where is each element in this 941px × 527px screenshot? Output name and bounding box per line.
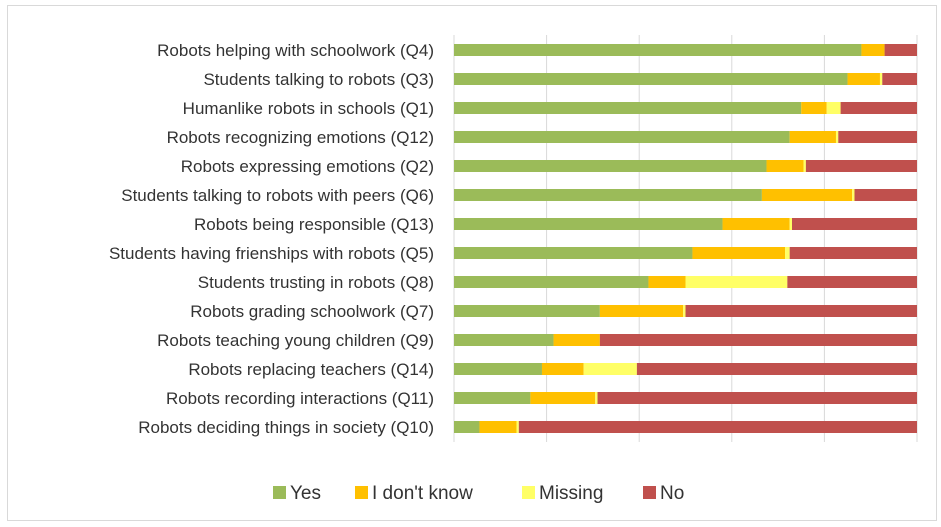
bar-segment-i-don-t-know (530, 392, 596, 404)
legend-swatch (643, 486, 656, 499)
bar-segment-no (854, 189, 917, 201)
legend-swatch (273, 486, 286, 499)
bar-segment-yes (454, 421, 480, 433)
bar-segment-i-don-t-know (722, 218, 790, 230)
bar-segment-i-don-t-know (599, 305, 684, 317)
bar-segment-no (787, 276, 917, 288)
category-label: Robots helping with schoolwork (Q4) (157, 41, 434, 60)
bar-segment-missing (826, 102, 841, 114)
bar-segment-no (882, 73, 917, 85)
category-label: Robots being responsible (Q13) (194, 215, 434, 234)
bar-segment-no (805, 160, 917, 172)
category-label: Humanlike robots in schools (Q1) (183, 99, 434, 118)
category-label: Students having frienships with robots (… (109, 244, 434, 263)
bar-segment-i-don-t-know (648, 276, 686, 288)
bar-segment-no (791, 218, 917, 230)
category-label: Robots teaching young children (Q9) (157, 331, 434, 350)
bar-segment-missing (683, 305, 686, 317)
bar-segment-yes (454, 247, 693, 259)
bar-segment-yes (454, 73, 848, 85)
bar-segment-missing (685, 276, 788, 288)
bar-segment-yes (454, 160, 767, 172)
category-label: Students trusting in robots (Q8) (198, 273, 434, 292)
category-label: Robots recognizing emotions (Q12) (167, 128, 434, 147)
bar-segment-i-don-t-know (553, 334, 600, 346)
bar-segment-no (685, 305, 917, 317)
bar-segment-no (599, 334, 917, 346)
bar-segment-no (838, 131, 917, 143)
legend-label: I don't know (372, 483, 473, 504)
bar-segment-no (840, 102, 917, 114)
bar-segment-i-don-t-know (692, 247, 786, 259)
bar-segment-no (636, 363, 917, 375)
bar-segment-missing (803, 160, 806, 172)
category-label: Robots recording interactions (Q11) (166, 389, 434, 408)
bar-segment-no (597, 392, 917, 404)
gridlines (453, 35, 918, 442)
bars (454, 44, 917, 433)
bar-segment-i-don-t-know (479, 421, 517, 433)
category-label: Robots deciding things in society (Q10) (138, 418, 434, 437)
bar-segment-yes (454, 189, 762, 201)
bar-segment-yes (454, 392, 531, 404)
bar-segment-yes (454, 334, 554, 346)
bar-segment-missing (785, 247, 790, 259)
bar-segment-missing (879, 73, 883, 85)
bar-segment-missing (789, 218, 792, 230)
bar-segment-missing (583, 363, 637, 375)
bar-segment-yes (454, 131, 790, 143)
category-label: Students talking to robots with peers (Q… (121, 186, 434, 205)
bar-segment-no (884, 44, 917, 56)
bar-segment-i-don-t-know (789, 131, 836, 143)
chart-frame (7, 5, 937, 521)
legend-swatch (522, 486, 535, 499)
bar-segment-i-don-t-know (766, 160, 804, 172)
bar-segment-missing (835, 131, 839, 143)
category-label: Robots grading schoolwork (Q7) (190, 302, 434, 321)
legend: Yes I don't know Missing No (273, 483, 684, 504)
bar-segment-yes (454, 44, 862, 56)
bar-segment-no (518, 421, 917, 433)
bar-segment-i-don-t-know (861, 44, 885, 56)
bar-segment-i-don-t-know (761, 189, 853, 201)
bar-segment-yes (454, 363, 542, 375)
category-label: Robots replacing teachers (Q14) (188, 360, 434, 379)
legend-label: Missing (539, 483, 603, 504)
bar-segment-yes (454, 102, 802, 114)
bar-segment-yes (454, 305, 600, 317)
category-label: Students talking to robots (Q3) (203, 70, 434, 89)
bar-segment-no (789, 247, 917, 259)
bar-segment-i-don-t-know (801, 102, 827, 114)
bar-segment-missing (516, 421, 519, 433)
bar-segment-i-don-t-know (847, 73, 880, 85)
legend-label: Yes (290, 483, 321, 504)
bar-segment-missing (595, 392, 598, 404)
category-labels: Robots helping with schoolwork (Q4) Stude… (109, 41, 434, 437)
category-label: Robots expressing emotions (Q2) (181, 157, 434, 176)
bar-segment-missing (852, 189, 855, 201)
bar-segment-yes (454, 276, 649, 288)
bar-segment-i-don-t-know (541, 363, 584, 375)
legend-label: No (660, 483, 684, 504)
legend-swatch (355, 486, 368, 499)
bar-segment-yes (454, 218, 723, 230)
